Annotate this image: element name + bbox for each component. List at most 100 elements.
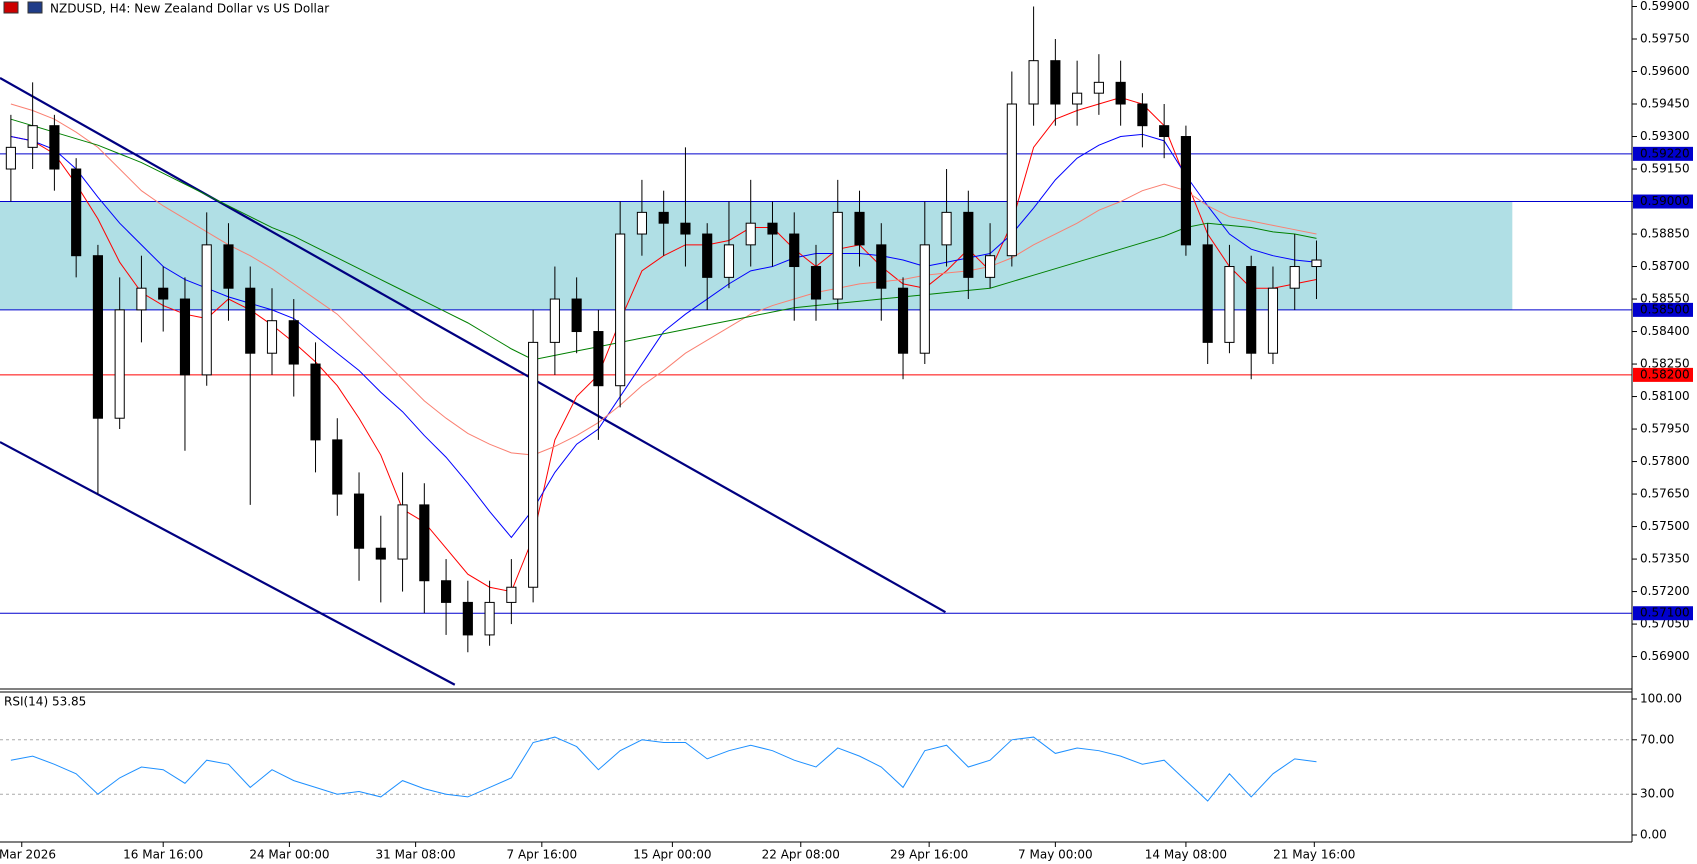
y-tick-label: 0.58400 [1640,324,1690,338]
x-tick-label: 9 Mar 2026 [0,848,56,862]
candle-body [288,320,299,365]
chart-icon[interactable] [27,1,43,14]
candle-body [963,211,974,278]
candle-body [1159,125,1170,138]
y-tick-label: 0.58550 [1640,292,1690,306]
candle-body [332,439,343,495]
candle-body [27,125,38,148]
level-label: 0.57100 [1640,606,1690,620]
trendline [0,77,947,614]
level-label-box [1633,367,1693,382]
candle-body [158,287,169,300]
y-tick-label: 0.59750 [1640,32,1690,46]
candle-body [92,255,103,419]
candle-body [1028,60,1039,105]
candle-body [745,222,756,246]
candle-body [1137,103,1148,127]
x-tick-label: 22 Apr 08:00 [762,848,840,862]
moving-average [10,118,1317,361]
level-label: 0.59220 [1640,146,1690,160]
x-tick-label: 7 May 00:00 [1018,848,1093,862]
candle-body [1267,287,1279,354]
y-tick-label: 0.59900 [1640,0,1690,13]
candle-body [245,287,256,354]
candle-body [1050,60,1061,105]
candle-body [114,309,125,419]
candle-body [266,320,278,354]
menu-icon[interactable] [3,1,19,14]
x-tick-label: 16 Mar 16:00 [123,848,203,862]
candle-body [615,233,626,387]
candle-body [201,244,212,376]
candle-body [985,255,996,278]
candle-body [571,298,582,333]
x-tick-label: 15 Apr 00:00 [633,848,711,862]
candle-body [789,233,800,268]
y-tick-label: 100.00 [1640,692,1682,706]
y-tick-label: 0.00 [1640,828,1667,842]
candle-body [1202,244,1213,343]
y-tick-label: 0.58700 [1640,259,1690,273]
rsi-title: RSI(14) 53.85 [4,695,86,709]
y-tick-label: 0.58850 [1640,227,1690,241]
candle-body [1180,136,1191,246]
x-tick-label: 21 May 16:00 [1273,848,1355,862]
x-tick-label: 24 Mar 00:00 [249,848,329,862]
candle-body [810,266,822,300]
candle-body [441,580,452,603]
level-label: 0.58200 [1640,367,1690,381]
candle-body [876,244,887,289]
y-tick-label: 0.58250 [1640,357,1690,371]
candle-body [419,504,430,582]
trendline [0,441,456,686]
candle-body [1006,103,1017,257]
candle-body [658,211,669,224]
candle-body [1246,266,1257,354]
candle-body [49,125,60,170]
x-tick-label: 14 May 08:00 [1145,848,1227,862]
y-tick-label: 0.59600 [1640,64,1690,78]
x-tick-label: 29 Apr 16:00 [890,848,968,862]
candle-body [593,331,604,387]
candle-body [1072,92,1083,105]
level-label-box [1633,194,1693,209]
level-label-box [1633,302,1693,317]
level-label: 0.59000 [1640,194,1690,208]
level-label-box [1633,146,1693,161]
candle-body [549,298,560,343]
candle-body [5,146,16,170]
y-tick-label: 0.56900 [1640,649,1690,663]
candle-body [832,211,843,300]
candle-body [636,211,647,235]
candle-body [1115,81,1126,105]
candle-body [506,586,517,603]
y-tick-label: 0.57500 [1640,519,1690,533]
candle-body [854,211,865,246]
candle-body [941,211,952,246]
chart-title: NZDUSD, H4: New Zealand Dollar vs US Dol… [50,2,329,16]
y-tick-label: 0.57950 [1640,422,1690,436]
candle-body [397,504,408,560]
y-tick-label: 0.57200 [1640,584,1690,598]
y-tick-label: 0.58100 [1640,389,1690,403]
candle-body [723,244,735,278]
y-tick-label: 0.59300 [1640,129,1690,143]
y-tick-label: 0.57800 [1640,454,1690,468]
y-tick-label: 0.59450 [1640,97,1690,111]
y-tick-label: 30.00 [1640,787,1674,801]
candle-body [897,287,909,354]
candle-body [179,298,191,376]
rsi-line [10,736,1317,802]
candle-body [702,233,713,278]
candle-body [767,222,778,235]
candle-body [375,547,386,560]
level-label: 0.58500 [1640,302,1690,316]
candle-body [136,287,147,311]
y-tick-label: 0.59150 [1640,162,1690,176]
candle-body [353,493,365,549]
candle-body [71,168,82,257]
candle-body [1289,266,1300,289]
x-tick-label: 7 Apr 16:00 [507,848,578,862]
